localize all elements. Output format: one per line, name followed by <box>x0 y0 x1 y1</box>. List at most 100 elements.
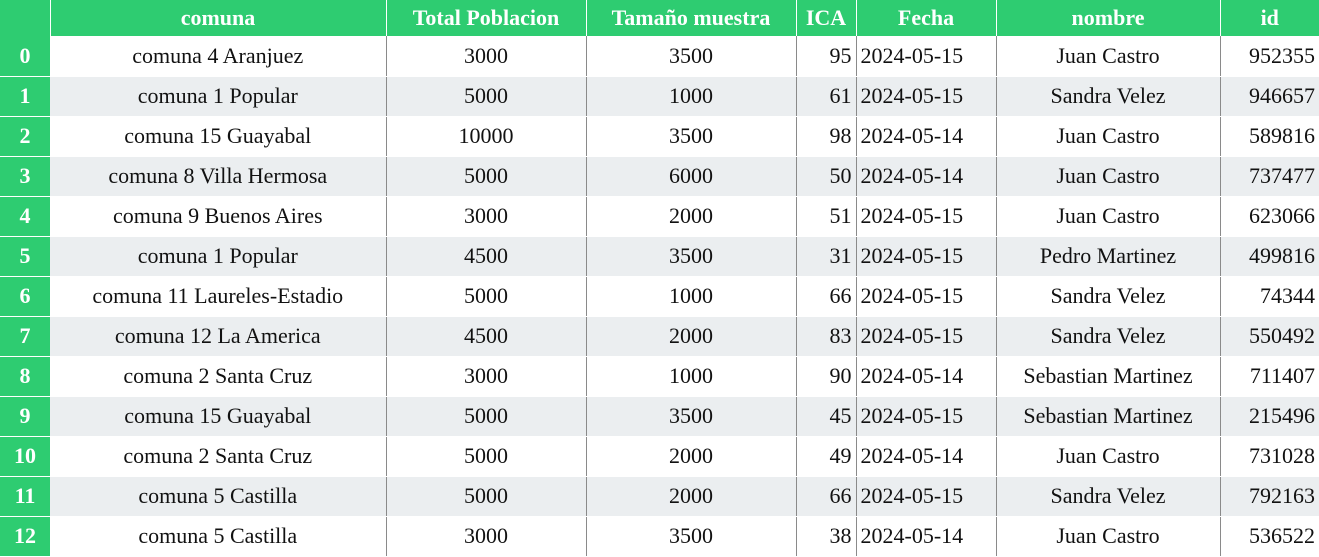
cell-comuna: comuna 2 Santa Cruz <box>50 356 387 397</box>
cell-comuna: comuna 15 Guayabal <box>50 396 387 437</box>
cell-ica: 31 <box>796 236 857 277</box>
cell-ica: 66 <box>796 476 857 517</box>
cell-ica: 49 <box>796 436 857 477</box>
cell-nombre: Juan Castro <box>996 196 1221 237</box>
cell-fecha: 2024-05-15 <box>856 276 997 317</box>
cell-total-poblacion: 3000 <box>386 36 587 77</box>
cell-nombre: Sandra Velez <box>996 76 1221 117</box>
cell-comuna: comuna 12 La America <box>50 316 387 357</box>
cell-fecha: 2024-05-14 <box>856 516 997 557</box>
cell-tamano-muestra: 2000 <box>586 316 797 357</box>
cell-comuna: comuna 8 Villa Hermosa <box>50 156 387 197</box>
cell-fecha: 2024-05-14 <box>856 116 997 157</box>
cell-index: 9 <box>0 396 50 437</box>
header-nombre: nombre <box>996 0 1221 36</box>
cell-tamano-muestra: 3500 <box>586 396 797 437</box>
table-body: 0 comuna 4 Aranjuez 3000 3500 95 2024-05-15 Ju… <box>0 36 1319 557</box>
cell-id: 737477 <box>1220 156 1319 197</box>
cell-total-poblacion: 5000 <box>386 156 587 197</box>
cell-total-poblacion: 3000 <box>386 196 587 237</box>
cell-nombre: Pedro Martinez <box>996 236 1221 277</box>
cell-index: 4 <box>0 196 50 237</box>
cell-ica: 83 <box>796 316 857 357</box>
cell-index: 2 <box>0 116 50 157</box>
header-fecha: Fecha <box>856 0 997 36</box>
cell-index: 0 <box>0 36 50 77</box>
cell-index: 7 <box>0 316 50 357</box>
table-row: 3 comuna 8 Villa Hermosa 5000 6000 50 2024-05… <box>0 156 1319 197</box>
cell-tamano-muestra: 2000 <box>586 476 797 517</box>
cell-index: 5 <box>0 236 50 277</box>
header-tamano-muestra: Tamaño muestra <box>586 0 797 36</box>
cell-nombre: Sebastian Martinez <box>996 356 1221 397</box>
header-id: id <box>1220 0 1319 36</box>
cell-nombre: Sandra Velez <box>996 476 1221 517</box>
table-row: 1 comuna 1 Popular 5000 1000 61 2024-05-15 San… <box>0 76 1319 117</box>
cell-comuna: comuna 5 Castilla <box>50 516 387 557</box>
cell-id: 589816 <box>1220 116 1319 157</box>
cell-comuna: comuna 1 Popular <box>50 236 387 277</box>
cell-index: 3 <box>0 156 50 197</box>
cell-total-poblacion: 5000 <box>386 436 587 477</box>
cell-nombre: Sandra Velez <box>996 316 1221 357</box>
cell-id: 952355 <box>1220 36 1319 77</box>
cell-nombre: Sandra Velez <box>996 276 1221 317</box>
cell-comuna: comuna 1 Popular <box>50 76 387 117</box>
cell-tamano-muestra: 1000 <box>586 76 797 117</box>
table-row: 9 comuna 15 Guayabal 5000 3500 45 2024-05-15 S… <box>0 396 1319 437</box>
cell-tamano-muestra: 3500 <box>586 236 797 277</box>
cell-comuna: comuna 11 Laureles-Estadio <box>50 276 387 317</box>
cell-total-poblacion: 5000 <box>386 76 587 117</box>
cell-tamano-muestra: 2000 <box>586 436 797 477</box>
cell-nombre: Sebastian Martinez <box>996 396 1221 437</box>
cell-total-poblacion: 3000 <box>386 516 587 557</box>
cell-nombre: Juan Castro <box>996 116 1221 157</box>
cell-ica: 50 <box>796 156 857 197</box>
cell-id: 623066 <box>1220 196 1319 237</box>
header-index <box>0 0 51 36</box>
cell-nombre: Juan Castro <box>996 156 1221 197</box>
cell-tamano-muestra: 3500 <box>586 516 797 557</box>
cell-id: 74344 <box>1220 276 1319 317</box>
cell-total-poblacion: 5000 <box>386 476 587 517</box>
cell-ica: 98 <box>796 116 857 157</box>
cell-tamano-muestra: 2000 <box>586 196 797 237</box>
cell-total-poblacion: 4500 <box>386 236 587 277</box>
cell-id: 536522 <box>1220 516 1319 557</box>
cell-fecha: 2024-05-14 <box>856 156 997 197</box>
cell-id: 711407 <box>1220 356 1319 397</box>
cell-total-poblacion: 10000 <box>386 116 587 157</box>
table-row: 0 comuna 4 Aranjuez 3000 3500 95 2024-05-15 Ju… <box>0 36 1319 77</box>
cell-ica: 38 <box>796 516 857 557</box>
cell-ica: 90 <box>796 356 857 397</box>
cell-comuna: comuna 9 Buenos Aires <box>50 196 387 237</box>
cell-index: 11 <box>0 476 50 517</box>
cell-id: 731028 <box>1220 436 1319 477</box>
cell-total-poblacion: 5000 <box>386 276 587 317</box>
cell-id: 792163 <box>1220 476 1319 517</box>
cell-total-poblacion: 3000 <box>386 356 587 397</box>
cell-comuna: comuna 2 Santa Cruz <box>50 436 387 477</box>
cell-fecha: 2024-05-14 <box>856 436 997 477</box>
cell-id: 550492 <box>1220 316 1319 357</box>
table-row: 10 comuna 2 Santa Cruz 5000 2000 49 2024-05-1… <box>0 436 1319 477</box>
table-row: 6 comuna 11 Laureles-Estadio 5000 1000 66 202… <box>0 276 1319 317</box>
cell-ica: 45 <box>796 396 857 437</box>
cell-id: 946657 <box>1220 76 1319 117</box>
cell-fecha: 2024-05-15 <box>856 236 997 277</box>
cell-ica: 51 <box>796 196 857 237</box>
cell-tamano-muestra: 1000 <box>586 276 797 317</box>
cell-index: 1 <box>0 76 50 117</box>
table-row: 11 comuna 5 Castilla 5000 2000 66 2024-05-15 S… <box>0 476 1319 517</box>
cell-index: 12 <box>0 516 50 557</box>
header-ica: ICA <box>796 0 857 36</box>
header-comuna: comuna <box>50 0 387 36</box>
cell-index: 6 <box>0 276 50 317</box>
cell-fecha: 2024-05-15 <box>856 76 997 117</box>
cell-tamano-muestra: 3500 <box>586 116 797 157</box>
table-row: 2 comuna 15 Guayabal 10000 3500 98 2024-05-14… <box>0 116 1319 157</box>
cell-ica: 61 <box>796 76 857 117</box>
cell-tamano-muestra: 3500 <box>586 36 797 77</box>
table-row: 4 comuna 9 Buenos Aires 3000 2000 51 2024-05-… <box>0 196 1319 237</box>
